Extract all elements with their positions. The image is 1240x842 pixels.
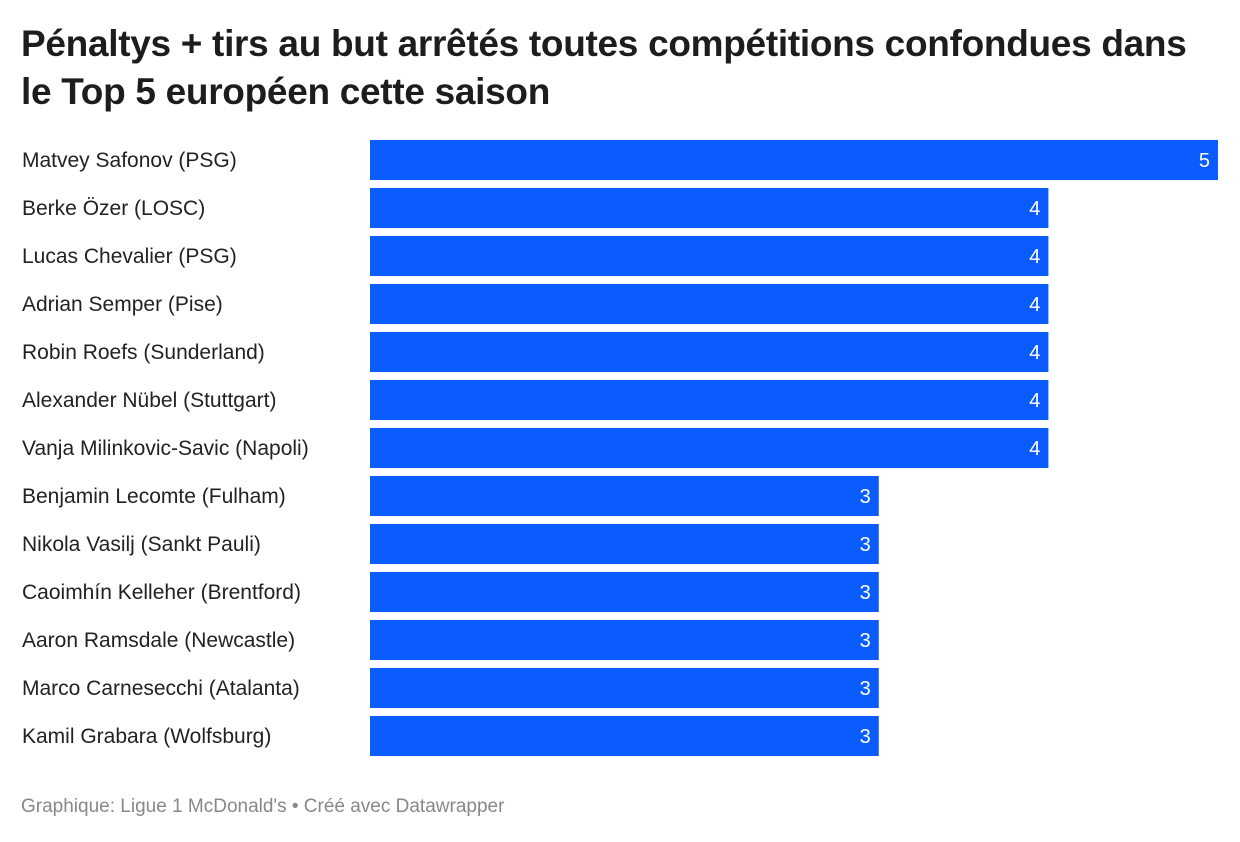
bar (370, 428, 1049, 468)
category-label: Nikola Vasilj (Sankt Pauli) (22, 533, 261, 556)
category-label: Alexander Nübel (Stuttgart) (22, 389, 276, 412)
bar (370, 236, 1049, 276)
category-label: Vanja Milinkovic-Savic (Napoli) (22, 437, 309, 460)
bar (370, 476, 879, 516)
bar (370, 140, 1218, 180)
bar (370, 716, 879, 756)
bar (370, 620, 879, 660)
data-label: 4 (1029, 438, 1040, 460)
category-label: Robin Roefs (Sunderland) (22, 341, 265, 364)
category-label: Marco Carnesecchi (Atalanta) (22, 677, 300, 700)
category-label: Adrian Semper (Pise) (22, 293, 223, 316)
data-label: 4 (1029, 294, 1040, 316)
bar (370, 524, 879, 564)
bar (370, 284, 1049, 324)
category-label: Benjamin Lecomte (Fulham) (22, 485, 286, 508)
bar (370, 572, 879, 612)
data-label: 3 (860, 726, 871, 748)
category-label: Berke Özer (LOSC) (22, 197, 205, 220)
chart-footer: Graphique: Ligue 1 McDonald's • Créé ave… (21, 796, 505, 817)
bar (370, 380, 1049, 420)
data-label: 3 (860, 630, 871, 652)
data-label: 5 (1199, 150, 1210, 172)
data-label: 3 (860, 582, 871, 604)
category-label: Caoimhín Kelleher (Brentford) (22, 581, 301, 604)
category-label: Lucas Chevalier (PSG) (22, 245, 237, 268)
data-label: 3 (860, 486, 871, 508)
bar (370, 668, 879, 708)
bar (370, 188, 1049, 228)
data-label: 3 (860, 534, 871, 556)
category-label: Kamil Grabara (Wolfsburg) (22, 725, 271, 748)
category-label: Matvey Safonov (PSG) (22, 149, 237, 172)
data-label: 4 (1029, 198, 1040, 220)
bar (370, 332, 1049, 372)
category-label: Aaron Ramsdale (Newcastle) (22, 629, 295, 652)
data-label: 3 (860, 678, 871, 700)
chart-title: Pénaltys + tirs au but arrêtés toutes co… (21, 23, 1187, 112)
data-label: 4 (1029, 246, 1040, 268)
data-label: 4 (1029, 342, 1040, 364)
data-label: 4 (1029, 390, 1040, 412)
